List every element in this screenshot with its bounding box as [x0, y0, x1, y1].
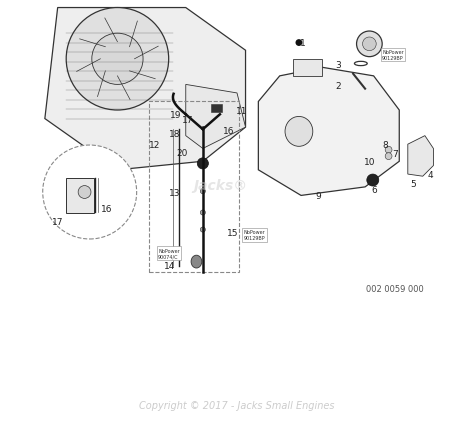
Bar [292, 60, 322, 77]
Text: 16: 16 [223, 127, 234, 136]
Circle shape [201, 227, 205, 233]
Polygon shape [258, 68, 399, 196]
Text: 9: 9 [315, 191, 321, 201]
Text: 18: 18 [168, 130, 180, 139]
Circle shape [367, 175, 379, 187]
Text: 10: 10 [364, 157, 375, 167]
Text: 6: 6 [372, 186, 377, 195]
Circle shape [66, 9, 169, 111]
Text: NbPower
90129BP: NbPower 90129BP [244, 230, 265, 241]
Polygon shape [186, 85, 246, 149]
Bar [149, 102, 239, 273]
Text: 11: 11 [236, 106, 247, 115]
Bar [211, 105, 222, 113]
Text: 19: 19 [170, 110, 182, 120]
Circle shape [385, 147, 392, 154]
Text: 15: 15 [227, 228, 238, 238]
Text: NbPower
90074/C: NbPower 90074/C [158, 248, 180, 259]
Text: Copyright © 2017 - Jacks Small Engines: Copyright © 2017 - Jacks Small Engines [139, 400, 335, 410]
Circle shape [201, 210, 205, 216]
Circle shape [92, 34, 143, 85]
Circle shape [43, 146, 137, 239]
Text: 3: 3 [336, 60, 341, 70]
Text: 12: 12 [149, 140, 160, 150]
Circle shape [385, 153, 392, 160]
Text: 14: 14 [164, 261, 175, 271]
Text: 2: 2 [336, 82, 341, 91]
Text: 4: 4 [427, 170, 433, 179]
Polygon shape [45, 9, 246, 170]
Text: 20: 20 [177, 149, 188, 158]
Circle shape [197, 158, 209, 170]
Text: 7: 7 [392, 150, 398, 159]
Bar [66, 179, 94, 213]
Circle shape [356, 32, 382, 58]
Text: 16: 16 [101, 204, 112, 213]
Circle shape [363, 38, 376, 52]
Text: 002 0059 000: 002 0059 000 [366, 284, 424, 294]
Ellipse shape [285, 117, 313, 147]
Text: 17: 17 [52, 217, 64, 226]
Text: 1: 1 [301, 39, 306, 49]
Text: 13: 13 [169, 188, 181, 197]
Circle shape [201, 189, 205, 194]
Circle shape [78, 186, 91, 199]
Circle shape [295, 40, 302, 47]
Text: 17: 17 [182, 115, 194, 125]
Text: Jacks®: Jacks® [193, 178, 247, 192]
Text: 8: 8 [383, 140, 388, 150]
Ellipse shape [191, 256, 202, 268]
Polygon shape [408, 136, 433, 177]
Text: 5: 5 [410, 179, 416, 189]
Text: NbPower
90129BP: NbPower 90129BP [382, 50, 404, 61]
